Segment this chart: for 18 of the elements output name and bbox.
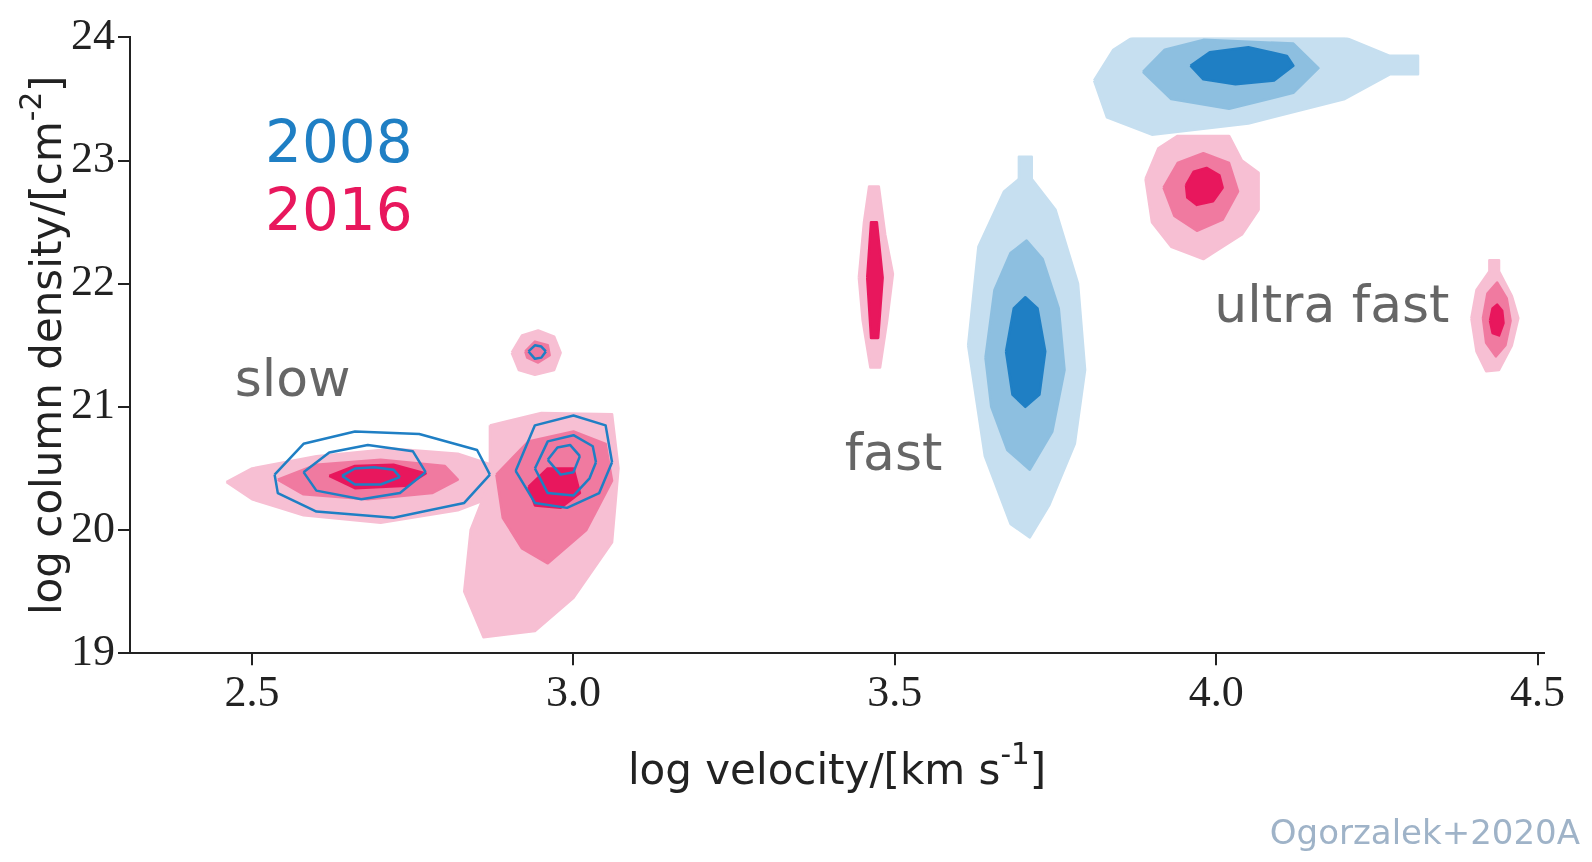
- y-tick-label: 21: [71, 379, 115, 429]
- x-tick-label: 4.0: [1188, 667, 1244, 717]
- text: 2016: [265, 176, 413, 245]
- y-tick-label: 23: [71, 133, 115, 183]
- x-tick-label: 3.0: [545, 667, 601, 717]
- y-tick-label: 20: [71, 502, 115, 552]
- text: Ogorzalek+2020A: [1269, 811, 1580, 852]
- y-axis-title: log column density/[cm-2]: [13, 75, 71, 616]
- y-tick-label: 22: [71, 256, 115, 306]
- y-tick-label: 24: [71, 9, 115, 59]
- x-tick-label: 3.5: [867, 667, 923, 717]
- y-tick-label: 19: [71, 625, 115, 675]
- x-tick-label: 4.5: [1510, 667, 1566, 717]
- annotation: slow: [234, 347, 351, 408]
- annotation: fast: [844, 421, 943, 482]
- x-tick-label: 2.5: [224, 667, 280, 717]
- text: 2008: [265, 108, 413, 177]
- annotation: ultra fast: [1214, 273, 1450, 334]
